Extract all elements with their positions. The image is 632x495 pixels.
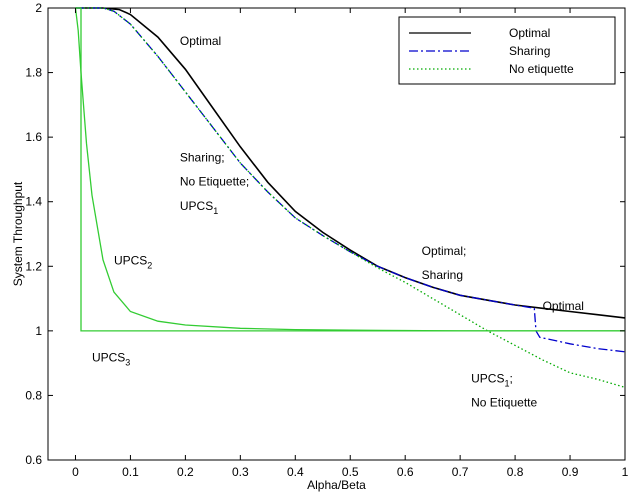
annotation-label: Optimal; xyxy=(422,244,467,258)
annotation-text: No Etiquette xyxy=(471,396,537,410)
annotation-label: UPCS2 xyxy=(114,254,152,271)
annotation-text: UPCS xyxy=(92,351,125,365)
series-line-0 xyxy=(75,7,626,319)
y-tick-label: 2 xyxy=(35,1,42,15)
annotation-text: Optimal xyxy=(543,299,584,313)
annotation-label: UPCS3 xyxy=(92,351,130,368)
annotation-text: Sharing; xyxy=(180,150,225,164)
ticks-layer: 0 0.1 0.2 0.3 0.4 0.5 0.6 0.7 0.8 0.9 1 0.6 0.8 1 1.2 1… xyxy=(25,1,628,479)
series-line-4 xyxy=(75,7,625,332)
annotation-text: UPCS xyxy=(180,199,213,213)
x-tick-label: 0.9 xyxy=(562,465,579,479)
x-tick-label: 0.5 xyxy=(342,465,359,479)
annotation-label: No Etiquette; xyxy=(180,175,249,189)
annotation-text: UPCS xyxy=(471,372,504,386)
y-tick-label: 0.8 xyxy=(25,388,42,402)
x-tick-label: 0.1 xyxy=(122,465,139,479)
legend-label: Sharing xyxy=(509,44,550,58)
annotation-subscript: 1 xyxy=(504,379,509,389)
y-tick-label: 1.8 xyxy=(25,66,42,80)
annotation-text: No Etiquette; xyxy=(180,175,249,189)
y-tick-label: 1.2 xyxy=(25,259,42,273)
annotation-label: UPCS1; xyxy=(471,372,513,389)
annotation-label: Sharing xyxy=(422,268,463,282)
x-tick-label: 0.4 xyxy=(287,465,304,479)
x-tick-label: 0 xyxy=(72,465,79,479)
x-tick-label: 0.6 xyxy=(397,465,414,479)
y-axis-label: System Throughput xyxy=(11,181,25,286)
annotation-text: Optimal xyxy=(180,34,221,48)
x-tick-label: 0.2 xyxy=(177,465,194,479)
annotation-subscript: 1 xyxy=(213,206,218,216)
annotation-label: No Etiquette xyxy=(471,396,537,410)
series-line-1 xyxy=(75,7,626,353)
y-tick-label: 0.6 xyxy=(25,453,42,467)
annotation-label: Sharing; xyxy=(180,150,225,164)
x-tick-label: 0.3 xyxy=(232,465,249,479)
annotation-text: Optimal; xyxy=(422,244,467,258)
series-line-2 xyxy=(75,7,626,389)
legend: Optimal Sharing No etiquette xyxy=(398,16,616,85)
legend-label: No etiquette xyxy=(509,62,574,76)
annotation-suffix: ; xyxy=(509,372,512,386)
annotation-label: Optimal xyxy=(543,299,584,313)
series-layer xyxy=(74,7,626,389)
annotation-subscript: 3 xyxy=(125,358,130,368)
annotation-subscript: 2 xyxy=(147,261,152,271)
x-tick-label: 1 xyxy=(622,465,629,479)
y-tick-label: 1.6 xyxy=(25,130,42,144)
y-tick-label: 1.4 xyxy=(25,195,42,209)
annotation-text: UPCS xyxy=(114,254,147,268)
x-tick-label: 0.7 xyxy=(452,465,469,479)
annotation-label: Optimal xyxy=(180,34,221,48)
x-axis-label: Alpha/Beta xyxy=(307,478,366,492)
legend-label: Optimal xyxy=(509,26,550,40)
annotation-label: UPCS1 xyxy=(180,199,218,216)
y-tick-label: 1 xyxy=(35,324,42,338)
annotation-text: Sharing xyxy=(422,268,463,282)
x-tick-label: 0.8 xyxy=(507,465,524,479)
